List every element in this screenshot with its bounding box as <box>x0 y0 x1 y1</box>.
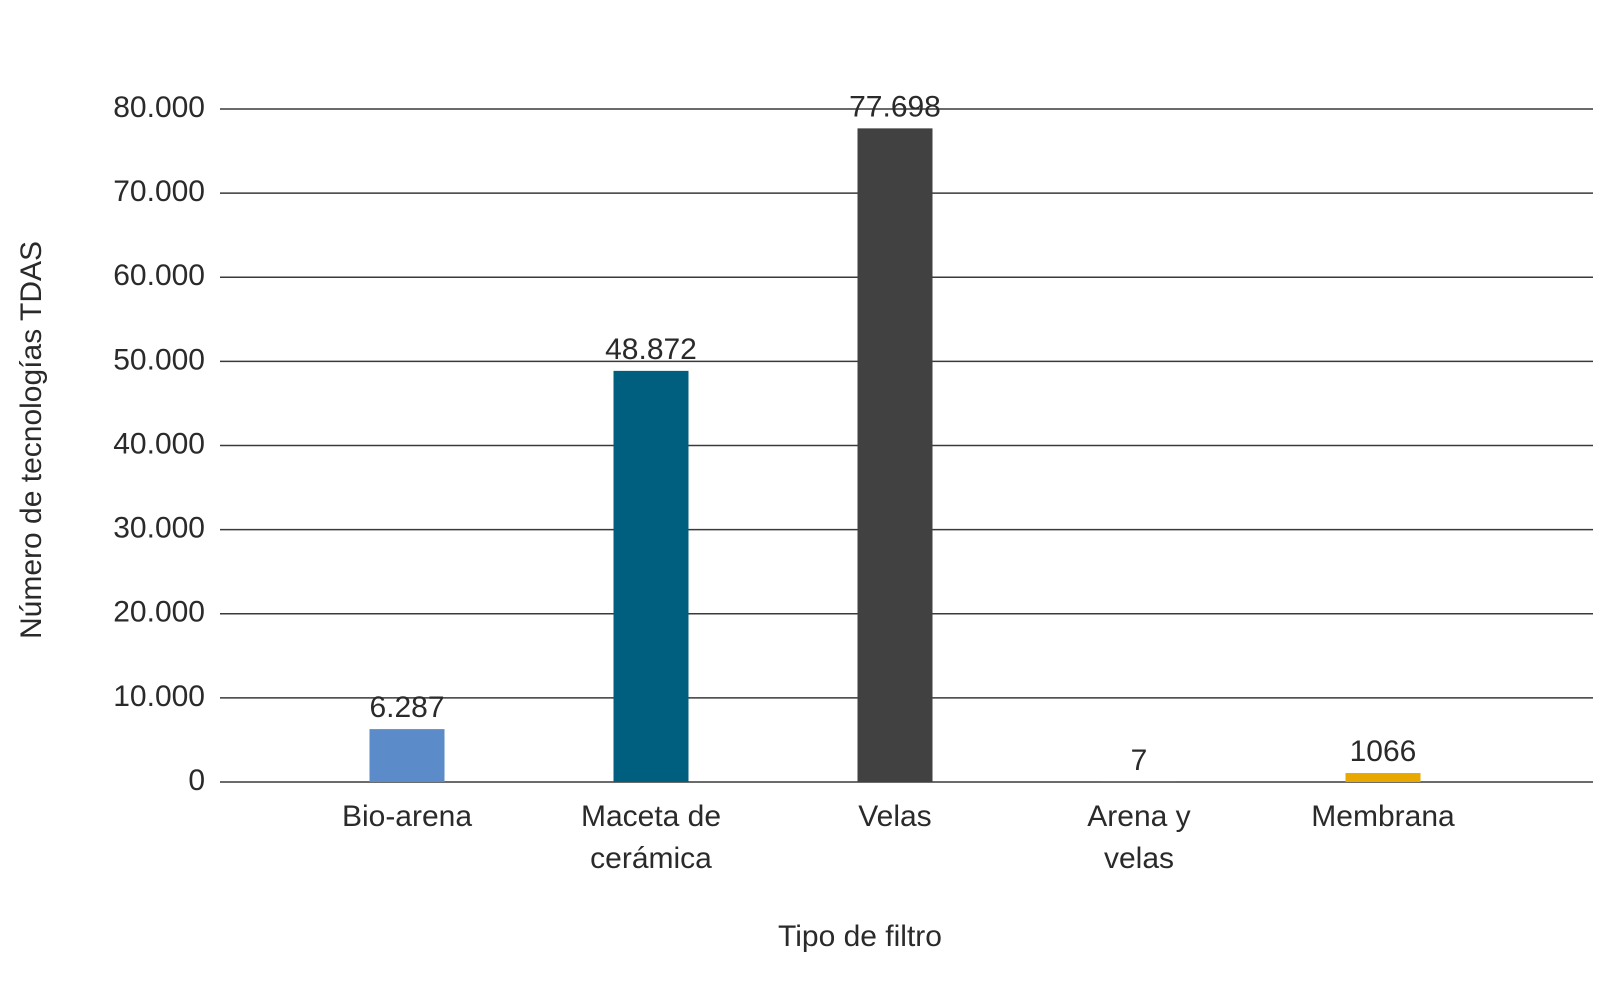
y-tick-label: 30.000 <box>113 512 205 545</box>
y-tick-label: 0 <box>188 764 205 797</box>
x-tick-label: Velas <box>858 800 931 833</box>
data-label: 6.287 <box>369 691 444 724</box>
x-tick-label: Maceta de cerámica <box>581 800 721 875</box>
x-tick-label: Bio-arena <box>342 800 472 833</box>
x-tick-label: Arena y velas <box>1087 800 1190 875</box>
y-tick-label: 10.000 <box>113 680 205 713</box>
data-label: 77.698 <box>849 90 941 123</box>
x-axis-title: Tipo de filtro <box>778 920 942 953</box>
data-label: 7 <box>1131 744 1148 777</box>
data-label: 1066 <box>1350 735 1417 768</box>
bar <box>613 370 689 782</box>
y-tick-label: 70.000 <box>113 175 205 208</box>
bar <box>1345 773 1421 782</box>
y-tick-label: 80.000 <box>113 91 205 124</box>
x-tick-label: Membrana <box>1311 800 1455 833</box>
bar <box>369 729 445 782</box>
y-tick-label: 20.000 <box>113 596 205 629</box>
data-label: 48.872 <box>605 333 697 366</box>
y-axis-title: Número de tecnologías TDAS <box>15 241 48 639</box>
bar <box>857 128 933 782</box>
y-tick-label: 40.000 <box>113 427 205 460</box>
y-tick-label: 60.000 <box>113 259 205 292</box>
y-tick-label: 50.000 <box>113 343 205 376</box>
